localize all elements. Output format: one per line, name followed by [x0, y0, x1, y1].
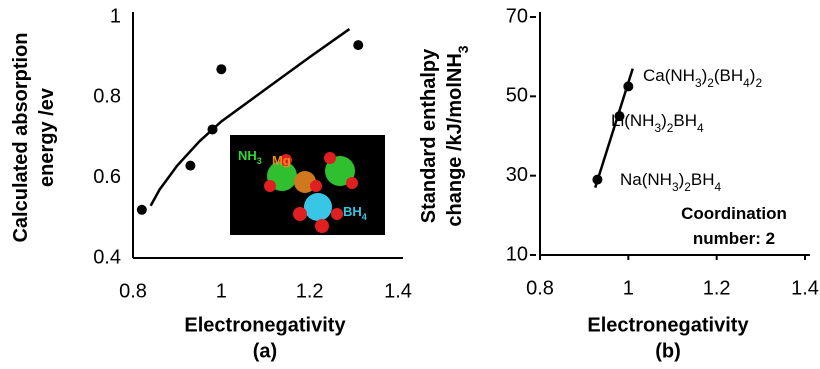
inset-label: Mg [272, 153, 291, 168]
text-part: (BH [714, 66, 743, 85]
y-tick-label: 30 [506, 164, 528, 186]
x-axis-label: Electronegativity [184, 314, 346, 336]
text-part: Standard enthalpy [418, 48, 440, 223]
text-part: Mg [272, 153, 291, 168]
text-part: NH [238, 148, 257, 163]
y-tick-label: 10 [506, 243, 528, 265]
text-part: Coordination [681, 204, 787, 223]
atom [264, 180, 276, 192]
data-point [185, 161, 195, 171]
text-part: Ca(NH [643, 66, 695, 85]
atom [310, 180, 322, 192]
y-tick-label: 50 [506, 85, 528, 107]
annotation: Ca(NH3​)2​(BH4​)2​ [643, 66, 762, 90]
x-tick-label: 1.4 [791, 277, 819, 299]
page: {"chart_data": [ {"type": "scatter", "ca… [0, 0, 820, 369]
figure: 0.4 0.6 0.8 1 0.8 1 1.2 1.4 Calculated absorptio… [0, 0, 820, 369]
text-part: Li(NH [611, 111, 654, 130]
y-tick-label: 0.4 [93, 246, 121, 268]
text-part: BH [673, 111, 697, 130]
x-axis-label: Electronegativity [587, 314, 749, 336]
y-axis-label: Standard enthalpy [418, 48, 440, 223]
x-tick-label: 1 [623, 277, 634, 299]
text-part: energy /ev [36, 87, 58, 187]
data-point [216, 64, 226, 74]
atom [315, 219, 329, 233]
text-part: number: 2 [693, 229, 775, 248]
subscript: 3 [455, 45, 471, 53]
x-tick-label: 0.8 [119, 280, 147, 302]
text-part: Calculated absorption [10, 32, 32, 242]
y-tick-label: 70 [506, 5, 528, 27]
x-tick-label: 1.2 [703, 277, 731, 299]
text-part: BH [343, 204, 362, 219]
annotation: number: 2 [693, 229, 775, 248]
annotation: Na(NH3​)2​BH4​ [620, 170, 722, 194]
data-point [137, 205, 147, 215]
y-axis-label: energy /ev [36, 87, 58, 187]
atom [304, 193, 332, 221]
subscript: 2 [755, 76, 762, 90]
atom [346, 177, 358, 189]
y-axis-label: Calculated absorption [10, 32, 32, 242]
x-tick-label: 1 [216, 280, 227, 302]
subscript: 4 [697, 121, 704, 135]
text-part: change /kJ/molNH [444, 53, 466, 226]
atom [324, 152, 336, 164]
annotation: Coordination [681, 204, 787, 223]
atom [331, 208, 343, 220]
atom [293, 207, 307, 221]
x-tick-label: 1.4 [384, 280, 412, 302]
text-part: Na(NH [620, 170, 672, 189]
y-axis-label: change /kJ/molNH3​ [444, 45, 470, 226]
caption: (b) [655, 340, 681, 362]
x-tick-label: 1.2 [296, 280, 324, 302]
text-part: BH [691, 170, 715, 189]
subscript: 3 [257, 156, 262, 166]
annotation: Li(NH3​)2​BH4​ [611, 111, 704, 135]
y-tick-label: 1 [110, 5, 121, 27]
y-tick-label: 0.6 [93, 166, 121, 188]
caption: (a) [253, 340, 277, 362]
x-tick-label: 0.8 [526, 277, 554, 299]
data-point [353, 40, 363, 50]
subscript: 4 [715, 180, 722, 194]
y-tick-label: 0.8 [93, 86, 121, 108]
